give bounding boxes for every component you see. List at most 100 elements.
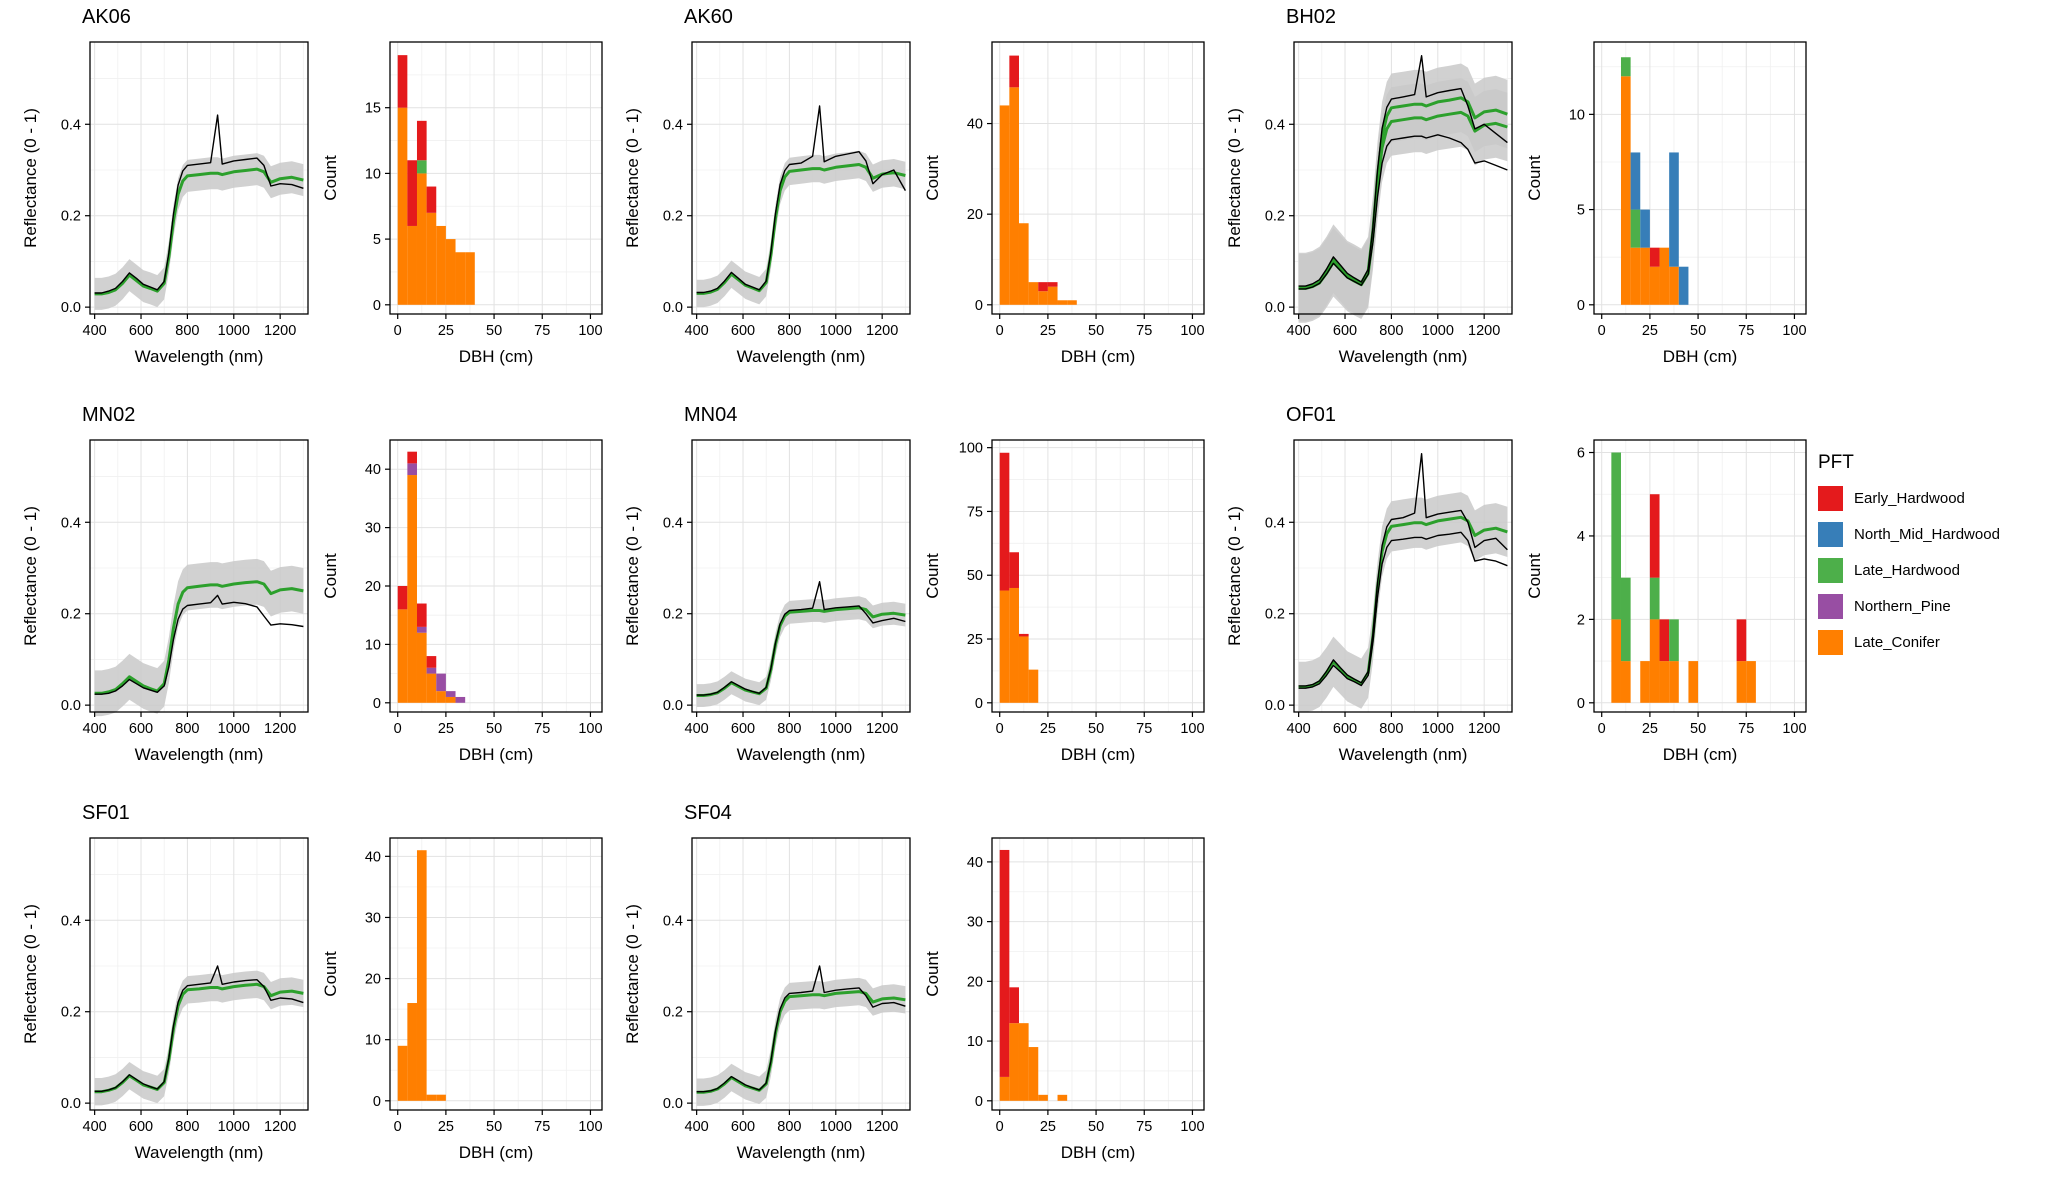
axis-text: 25 <box>438 1119 454 1135</box>
hist-bar-Late_Conifer <box>407 225 417 305</box>
y-axis-title: Reflectance (0 - 1) <box>623 108 642 248</box>
axis-text: 1000 <box>820 721 852 737</box>
hist-bar-Early_Hardwood <box>1018 633 1029 637</box>
hist-bar-Late_Conifer <box>1659 247 1670 305</box>
axis-text: 600 <box>129 1119 153 1135</box>
axis-text: 40 <box>967 855 983 871</box>
observed-spectrum-line <box>1298 531 1508 689</box>
hist-bar-Late_Conifer <box>1028 1047 1039 1101</box>
hist-bar-Late_Conifer <box>1620 661 1631 703</box>
axis-text: 2 <box>1577 612 1585 628</box>
AK60-spectra-chart: 400 600 800 1000 1200 0.0 0.2 0.4 Wavelength (nm… <box>623 41 911 366</box>
legend-item-Northern_Pine: Northern_Pine <box>1818 594 2063 619</box>
hist-bar-Late_Hardwood <box>1620 577 1631 662</box>
panel-border <box>1593 439 1807 713</box>
hist-bar-Late_Conifer <box>999 1076 1010 1101</box>
hist-bar-Early_Hardwood <box>999 849 1010 1077</box>
x-axis-title: Wavelength (nm) <box>1339 745 1468 764</box>
panel-title: AK60 <box>684 6 733 28</box>
modeled-spectrum-line <box>1298 515 1508 689</box>
axis-text: 0.2 <box>1265 209 1285 225</box>
y-axis-title: Reflectance (0 - 1) <box>21 506 40 646</box>
panel-title: SF04 <box>684 802 732 824</box>
axis-text: 0.4 <box>61 913 81 929</box>
panel-title: BH02 <box>1286 6 1337 28</box>
y-axis-title: Count <box>923 553 942 599</box>
axis-text: 0.4 <box>663 117 683 133</box>
panel-border <box>991 439 1205 713</box>
hist-bar-North_Mid_Hardwood <box>1678 266 1689 305</box>
hist-bar-Late_Conifer <box>426 1094 437 1101</box>
hist-bar-Northern_Pine <box>426 667 437 674</box>
hist-bar-Early_Hardwood <box>407 451 417 464</box>
axis-text: 30 <box>365 521 381 537</box>
axis-text: 75 <box>534 323 550 339</box>
hist-bar-Late_Conifer <box>397 107 408 305</box>
hist-bar-Northern_Pine <box>436 673 446 692</box>
hist-bar-Early_Hardwood <box>416 120 427 161</box>
hist-bar-Early_Hardwood <box>1736 619 1747 662</box>
axis-text: 0.2 <box>61 607 81 623</box>
panel-background <box>692 440 910 712</box>
hist-bar-Late_Conifer <box>1659 661 1670 703</box>
hist-bar-Late_Conifer <box>1028 669 1039 703</box>
axis-text: 0 <box>996 323 1004 339</box>
axis-text: 40 <box>365 462 381 478</box>
x-axis-title: DBH (cm) <box>1061 347 1136 366</box>
hist-bar-Late_Conifer <box>397 609 408 703</box>
site-panel-AK06: AK06 400 600 800 1000 1200 0.0 0.2 0.4 Wavelength… <box>12 6 612 378</box>
observed-spectrum-line <box>94 114 304 294</box>
axis-text: 0 <box>1577 298 1585 314</box>
OF01-spectra-chart: 400 600 800 1000 1200 0.0 0.2 0.4 Wavelength (nm… <box>1225 439 1513 764</box>
hist-bar-Early_Hardwood <box>1009 987 1019 1024</box>
hist-bar-Late_Conifer <box>1057 1094 1068 1101</box>
panel-border <box>691 41 911 315</box>
y-axis-title: Count <box>321 553 340 599</box>
axis-text: 800 <box>1379 721 1403 737</box>
hist-bar-Late_Conifer <box>1038 291 1048 305</box>
axis-text: 40 <box>365 849 381 865</box>
axis-text: 0.0 <box>61 1096 81 1112</box>
hist-bar-Late_Conifer <box>1669 661 1679 703</box>
legend-item-Late_Conifer: Late_Conifer <box>1818 630 2063 655</box>
axis-text: 1000 <box>218 1119 250 1135</box>
panel-border <box>89 439 309 713</box>
hist-bar-Late_Conifer <box>1018 636 1029 703</box>
uncertainty-ribbon <box>696 150 906 308</box>
axis-text: 75 <box>1738 323 1754 339</box>
axis-text: 400 <box>1287 721 1311 737</box>
hist-bar-North_Mid_Hardwood <box>1669 152 1679 267</box>
x-axis-title: Wavelength (nm) <box>737 745 866 764</box>
axis-text: 75 <box>534 1119 550 1135</box>
axis-text: 600 <box>731 721 755 737</box>
axis-text: 800 <box>777 323 801 339</box>
hist-bar-Late_Conifer <box>445 239 456 305</box>
hist-bar-Northern_Pine <box>416 626 427 633</box>
axis-text: 1200 <box>866 323 898 339</box>
hist-bar-Late_Conifer <box>1018 1023 1029 1101</box>
hist-bar-Late_Conifer <box>1018 223 1029 305</box>
site-panel-MN02: MN02 400 600 800 1000 1200 0.0 0.2 0.4 Wavelength… <box>12 404 612 776</box>
axis-text: 1000 <box>820 323 852 339</box>
hist-bar-Late_Conifer <box>1620 76 1631 305</box>
axis-text: 0 <box>394 323 402 339</box>
axis-text: 100 <box>578 1119 602 1135</box>
axis-text: 15 <box>365 101 381 117</box>
axis-text: 20 <box>365 972 381 988</box>
y-axis-title: Count <box>321 951 340 997</box>
panel-background <box>90 838 308 1110</box>
axis-text: 1200 <box>866 1119 898 1135</box>
site-panel-OF01: OF01 400 600 800 1000 1200 0.0 0.2 0.4 Wavelength… <box>1216 404 1816 776</box>
axis-text: 0.4 <box>663 913 683 929</box>
axis-text: 0.2 <box>61 209 81 225</box>
hist-bar-Late_Conifer <box>445 696 456 703</box>
y-axis-title: Reflectance (0 - 1) <box>21 904 40 1044</box>
hist-bar-Late_Conifer <box>416 173 427 305</box>
hist-bar-Late_Conifer <box>407 475 417 703</box>
axis-text: 1000 <box>218 323 250 339</box>
hist-bar-Late_Conifer <box>1009 87 1019 305</box>
x-axis-title: DBH (cm) <box>1663 347 1738 366</box>
panel-border <box>1293 41 1513 315</box>
hist-bar-Late_Conifer <box>1649 619 1660 703</box>
axis-text: 0.0 <box>663 300 683 316</box>
